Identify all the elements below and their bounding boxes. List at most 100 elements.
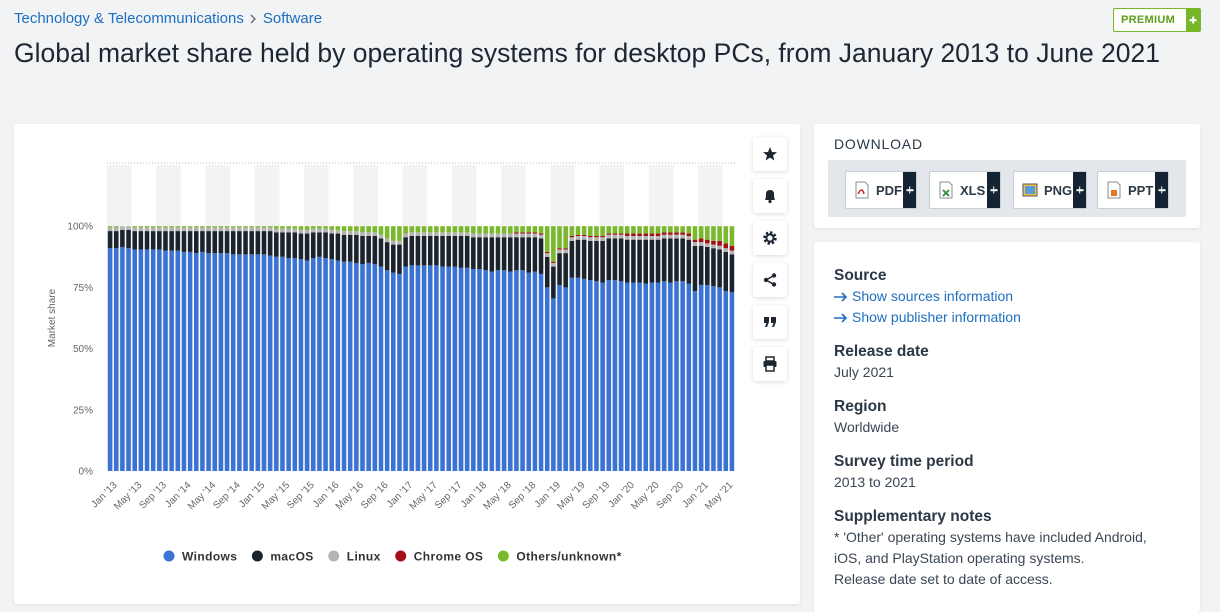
bar-segment [723, 248, 729, 252]
print-button[interactable] [753, 347, 787, 381]
bar-segment [249, 227, 254, 232]
premium-badge[interactable]: PREMIUM [1113, 8, 1201, 32]
bar-segment [501, 237, 507, 271]
bar-segment [483, 270, 488, 471]
bar-segment [643, 226, 649, 234]
settings-button[interactable] [753, 221, 787, 255]
bar-segment [680, 232, 685, 235]
bar-segment [397, 273, 402, 471]
bar-segment [698, 238, 704, 243]
bar-segment [440, 266, 445, 471]
bar-segment [692, 226, 698, 240]
cite-button[interactable] [753, 305, 787, 339]
download-png[interactable]: PNG [1013, 171, 1087, 209]
download-xls[interactable]: XLS [929, 171, 1001, 209]
bar-segment [347, 231, 353, 235]
bar-segment [138, 227, 144, 232]
bar-segment [588, 226, 593, 236]
bar-segment [237, 227, 242, 232]
bar-segment [230, 254, 236, 471]
bar-segment [329, 259, 335, 471]
legend-label: macOS [270, 550, 313, 564]
detail-link[interactable]: Show publisher information [834, 307, 1184, 328]
legend-item[interactable]: Windows [163, 550, 238, 564]
bar-segment [175, 226, 181, 228]
bar-segment [378, 266, 384, 471]
bar-segment [427, 265, 433, 471]
bar-segment [126, 226, 131, 230]
bar-segment [206, 231, 211, 254]
bar-segment [224, 253, 230, 471]
bar-segment [612, 226, 618, 234]
bar-segment [538, 233, 544, 235]
bar-segment [317, 256, 322, 471]
breadcrumb-link[interactable]: Technology & Telecommunications [14, 10, 244, 27]
bar-segment [723, 226, 729, 244]
breadcrumb-link[interactable]: Software [262, 10, 323, 27]
bar-segment [489, 233, 495, 238]
legend-item[interactable]: Others/unknown* [497, 550, 622, 564]
bar-segment [113, 231, 119, 249]
bar-segment [347, 261, 353, 471]
bar-segment [637, 235, 642, 240]
download-ppt[interactable]: PPT [1097, 171, 1169, 209]
bar-segment [532, 226, 538, 233]
bar-segment [557, 226, 562, 249]
bar-segment [446, 226, 451, 233]
legend-item[interactable]: Chrome OS [395, 550, 483, 564]
bar-segment [717, 245, 722, 250]
bar-segment [458, 267, 464, 471]
bar-segment [169, 227, 174, 232]
bar-segment [193, 227, 199, 232]
bar-segment [175, 250, 181, 471]
bar-segment [661, 226, 667, 233]
x-tick-label: May '21 [703, 480, 736, 513]
detail-link[interactable]: Show sources information [834, 286, 1184, 307]
bar-segment [711, 286, 716, 471]
bar-segment [261, 227, 267, 232]
bar-segment [643, 283, 649, 471]
bar-segment [206, 227, 211, 232]
legend-item[interactable]: Linux [328, 550, 381, 564]
bar-segment [243, 226, 248, 228]
download-pdf[interactable]: PDF [845, 171, 917, 209]
detail-value: July 2021 [834, 364, 894, 380]
bar-segment [144, 226, 150, 228]
bar-segment [107, 231, 113, 249]
y-tick-label: 25% [73, 405, 93, 416]
bar-segment [286, 228, 291, 233]
bar-segment [600, 240, 605, 283]
bar-segment [471, 269, 476, 471]
bar-segment [427, 232, 433, 236]
bar-segment [372, 232, 378, 236]
bar-segment [212, 231, 218, 254]
bar-segment [711, 244, 716, 249]
bar-segment [354, 231, 359, 235]
favorite-button[interactable] [753, 137, 787, 171]
bar-segment [218, 253, 224, 471]
bar-segment [575, 277, 581, 471]
bar-segment [631, 226, 636, 234]
bar-segment [132, 249, 137, 471]
alert-button[interactable] [753, 179, 787, 213]
bar-segment [403, 226, 408, 234]
bar-segment [200, 226, 205, 228]
bar-segment [169, 231, 174, 251]
bar-segment [200, 251, 205, 471]
bar-segment [397, 240, 402, 245]
bar-segment [705, 243, 710, 248]
bar-segment [360, 235, 365, 265]
share-button[interactable] [753, 263, 787, 297]
bar-segment [464, 267, 470, 471]
bar-segment [310, 228, 316, 233]
legend-item[interactable]: macOS [251, 550, 314, 564]
bar-segment [175, 227, 181, 232]
legend-swatch [251, 550, 263, 562]
x-tick-label: Sep '14 [211, 480, 243, 512]
bar-segment [624, 226, 630, 234]
bar-segment [544, 256, 550, 288]
bar-segment [175, 231, 181, 251]
bar-segment [631, 282, 636, 471]
button-label: PPT [1128, 182, 1154, 198]
bar-segment [686, 239, 692, 284]
